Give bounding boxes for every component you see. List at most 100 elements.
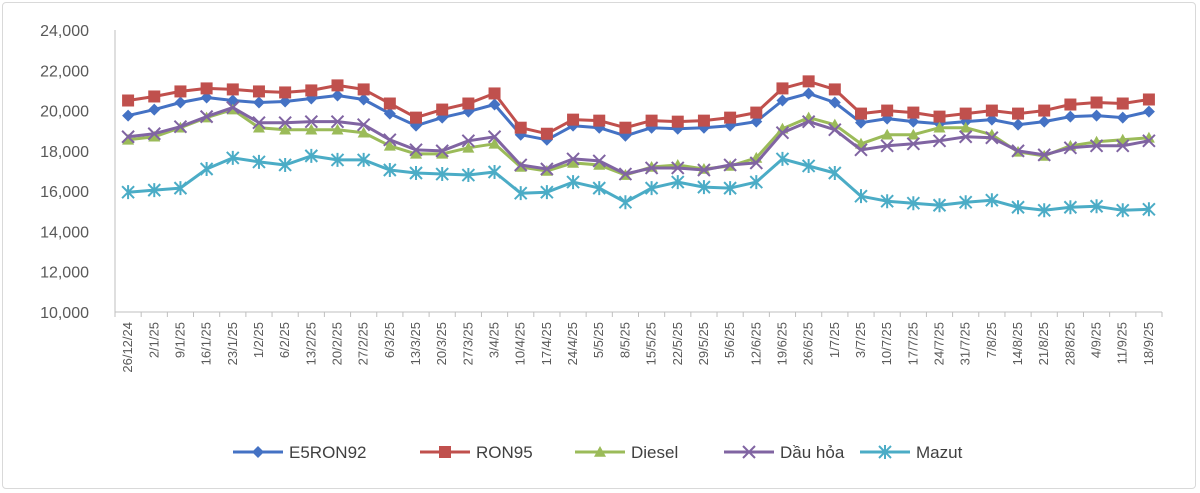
axes xyxy=(114,30,1163,317)
data-point-mazut xyxy=(697,180,711,195)
data-point-dau-hoa xyxy=(592,154,606,168)
data-point-diesel xyxy=(331,123,344,135)
plot-area xyxy=(121,75,1156,218)
data-point-ron95 xyxy=(750,106,763,119)
x-tick-label: 17/7/25 xyxy=(905,322,920,365)
data-point-diesel xyxy=(279,123,292,135)
series-dau-hoa xyxy=(121,100,1156,181)
series-line-ron95 xyxy=(127,79,1150,136)
x-tick-label: 3/7/25 xyxy=(853,322,868,358)
data-point-mazut xyxy=(304,148,319,163)
data-point-ron95 xyxy=(226,83,239,96)
data-point-dau-hoa xyxy=(461,134,476,148)
y-tick-label: 14,000 xyxy=(40,224,89,241)
data-point-dau-hoa xyxy=(330,114,345,129)
data-point-ron95 xyxy=(383,97,396,110)
y-tick-label: 22,000 xyxy=(40,63,89,80)
x-tick-label: 24/7/25 xyxy=(932,322,947,365)
x-tick-label: 8/5/25 xyxy=(617,322,632,358)
data-point-diesel xyxy=(436,147,449,159)
data-point-mazut xyxy=(121,185,135,200)
data-point-dau-hoa xyxy=(1011,144,1025,158)
x-tick-label: 23/1/25 xyxy=(225,322,240,365)
x-tick-label: 10/7/25 xyxy=(879,322,894,365)
x-tick-label: 13/2/25 xyxy=(303,322,318,365)
y-tick-label: 12,000 xyxy=(40,265,89,282)
legend-item-ron95: RON95 xyxy=(420,443,533,462)
data-point-ron95 xyxy=(1116,97,1129,110)
x-tick-label: 22/5/25 xyxy=(670,322,685,365)
legend-item-dau-hoa: Dầu hỏa xyxy=(724,443,845,462)
data-point-mazut xyxy=(435,167,449,182)
data-point-ron95 xyxy=(881,104,894,117)
data-point-ron95 xyxy=(148,90,161,103)
x-tick-label: 1/7/25 xyxy=(827,322,842,358)
data-point-dau-hoa xyxy=(278,115,292,130)
data-point-dau-hoa xyxy=(932,134,947,148)
data-point-dau-hoa xyxy=(540,162,554,176)
data-point-ron95 xyxy=(985,104,998,117)
data-point-ron95 xyxy=(593,114,606,127)
series-mazut xyxy=(121,148,1156,218)
data-point-ron95 xyxy=(462,97,475,110)
data-point-e5ron92 xyxy=(1012,118,1025,131)
data-point-mazut xyxy=(644,181,659,196)
y-tick-label: 10,000 xyxy=(40,305,89,322)
data-point-dau-hoa xyxy=(775,126,790,140)
data-point-ron95 xyxy=(1012,107,1025,120)
data-point-mazut xyxy=(906,196,921,211)
data-point-e5ron92 xyxy=(174,96,187,109)
data-point-dau-hoa xyxy=(566,152,580,166)
data-point-mazut xyxy=(1011,200,1025,215)
x-tick-label: 21/8/25 xyxy=(1036,322,1051,365)
data-point-ron95 xyxy=(907,106,920,119)
data-point-dau-hoa xyxy=(1037,148,1051,162)
y-tick-label: 16,000 xyxy=(40,184,89,201)
data-point-mazut xyxy=(592,181,606,196)
data-point-dau-hoa xyxy=(958,130,973,144)
data-point-ron95 xyxy=(1064,98,1077,111)
y-tick-label: 24,000 xyxy=(40,23,89,40)
data-point-diesel xyxy=(933,121,946,133)
data-point-mazut xyxy=(723,181,737,196)
data-point-mazut xyxy=(985,193,999,208)
data-point-mazut xyxy=(932,198,947,213)
x-tick-label: 13/3/25 xyxy=(408,322,423,365)
x-tick-label: 31/7/25 xyxy=(958,322,973,365)
y-tick-label: 20,000 xyxy=(40,104,89,121)
data-point-mazut xyxy=(749,175,763,190)
data-point-mazut xyxy=(199,161,214,176)
data-point-mazut xyxy=(278,157,292,172)
legend-item-e5ron92: E5RON92 xyxy=(233,443,366,462)
data-point-diesel xyxy=(410,147,423,159)
data-point-mazut xyxy=(1142,202,1156,217)
x-tick-label: 3/4/25 xyxy=(487,322,502,358)
data-point-ron95 xyxy=(305,84,318,97)
data-point-ron95 xyxy=(619,121,632,134)
data-point-e5ron92 xyxy=(828,96,841,109)
y-tick-labels: 10,000 12,000 14,000 16,000 18,000 20,000 22,0… xyxy=(40,23,89,322)
y-tick-label: 18,000 xyxy=(40,144,89,161)
data-point-dau-hoa xyxy=(304,114,319,129)
data-point-dau-hoa xyxy=(906,137,921,151)
data-point-ron95 xyxy=(1090,96,1103,109)
data-point-dau-hoa xyxy=(514,158,528,172)
data-point-e5ron92 xyxy=(331,89,344,102)
data-point-diesel xyxy=(252,121,265,133)
data-point-dau-hoa xyxy=(801,114,816,129)
data-point-dau-hoa xyxy=(985,131,999,145)
data-point-diesel xyxy=(383,139,396,151)
data-point-dau-hoa xyxy=(487,130,502,144)
data-point-e5ron92 xyxy=(1142,105,1155,118)
x-tick-label: 16/1/25 xyxy=(199,322,214,365)
data-point-dau-hoa xyxy=(828,122,842,137)
legend-label: Mazut xyxy=(916,443,963,462)
data-point-ron95 xyxy=(776,82,789,95)
data-point-e5ron92 xyxy=(279,95,292,108)
data-point-diesel xyxy=(305,123,318,135)
data-point-ron95 xyxy=(174,85,187,98)
data-point-ron95 xyxy=(122,94,135,107)
x-tick-label: 17/4/25 xyxy=(539,322,554,365)
data-point-mazut xyxy=(147,183,161,198)
data-point-e5ron92 xyxy=(252,96,265,109)
